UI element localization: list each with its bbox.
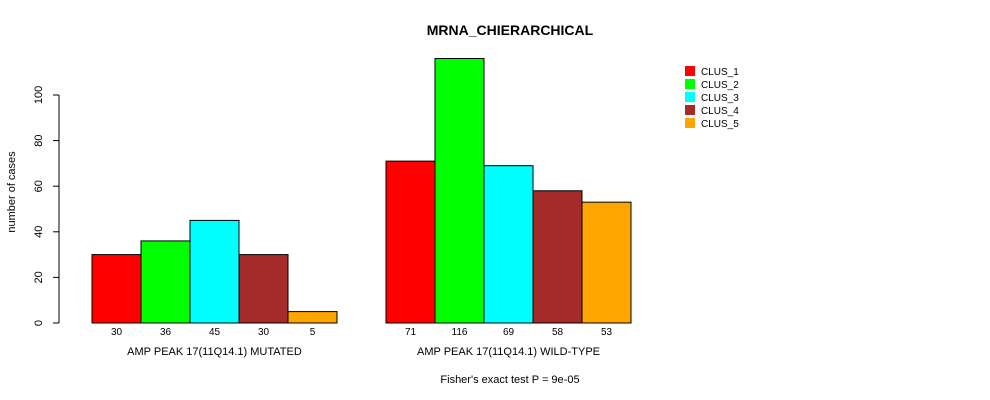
group-label: AMP PEAK 17(11Q14.1) MUTATED xyxy=(127,346,302,358)
y-axis: 0 20 40 60 80 100 xyxy=(33,86,60,326)
legend-swatch-clus_3 xyxy=(685,92,695,102)
legend-label-clus_3: CLUS_3 xyxy=(701,93,739,104)
bar-value-label: 69 xyxy=(503,327,515,338)
fisher-test-footnote: Fisher's exact test P = 9e-05 xyxy=(440,374,579,386)
legend-swatch-clus_2 xyxy=(685,79,695,89)
y-tick-label: 40 xyxy=(33,226,45,238)
bar-clus_1-group-1 xyxy=(91,254,142,324)
y-tick-label: 0 xyxy=(33,320,45,326)
bar-value-label: 30 xyxy=(111,327,123,338)
bar-value-label: 36 xyxy=(160,327,172,338)
y-tick-label: 100 xyxy=(33,86,45,104)
bar-value-label: 116 xyxy=(452,327,468,338)
group-label: AMP PEAK 17(11Q14.1) WILD-TYPE xyxy=(417,346,600,358)
bar-clus_3-group-1 xyxy=(189,219,240,324)
legend-swatch-clus_1 xyxy=(685,66,695,76)
group-labels: AMP PEAK 17(11Q14.1) MUTATED AMP PEAK 17(… xyxy=(127,346,600,358)
bars: 30 36 45 30 5 71 116 69 58 53 xyxy=(91,58,632,338)
chart-title: MRNA_CHIERARCHICAL xyxy=(427,22,594,38)
bar-clus_5-group-2 xyxy=(581,201,632,324)
bar-value-label: 71 xyxy=(405,327,417,338)
y-tick-label: 80 xyxy=(33,134,45,146)
bar-clus_2-group-1 xyxy=(140,240,191,324)
bar-value-label: 30 xyxy=(258,327,270,338)
legend-swatch-clus_4 xyxy=(685,105,695,115)
legend-label-clus_1: CLUS_1 xyxy=(701,67,739,78)
legend-label-clus_4: CLUS_4 xyxy=(701,106,739,117)
legend-swatch-clus_5 xyxy=(685,118,695,128)
y-axis-label: number of cases xyxy=(6,151,18,233)
bar-clus_4-group-2 xyxy=(532,190,583,324)
legend-label-clus_2: CLUS_2 xyxy=(701,80,739,91)
bar-value-label: 53 xyxy=(601,327,613,338)
legend: CLUS_1 CLUS_2 CLUS_3 CLUS_4 CLUS_5 xyxy=(685,66,739,130)
bar-value-label: 5 xyxy=(310,327,316,338)
bar-value-label: 45 xyxy=(209,327,221,338)
bar-clus_4-group-1 xyxy=(238,254,289,324)
bar-clus_3-group-2 xyxy=(483,165,534,324)
bar-clus_1-group-2 xyxy=(385,160,436,324)
bar-clus_5-group-1 xyxy=(287,311,338,324)
bar-clus_2-group-2 xyxy=(434,58,485,324)
y-tick-label: 60 xyxy=(33,180,45,192)
legend-label-clus_5: CLUS_5 xyxy=(701,119,739,130)
y-tick-label: 20 xyxy=(33,271,45,283)
bar-value-label: 58 xyxy=(552,327,564,338)
